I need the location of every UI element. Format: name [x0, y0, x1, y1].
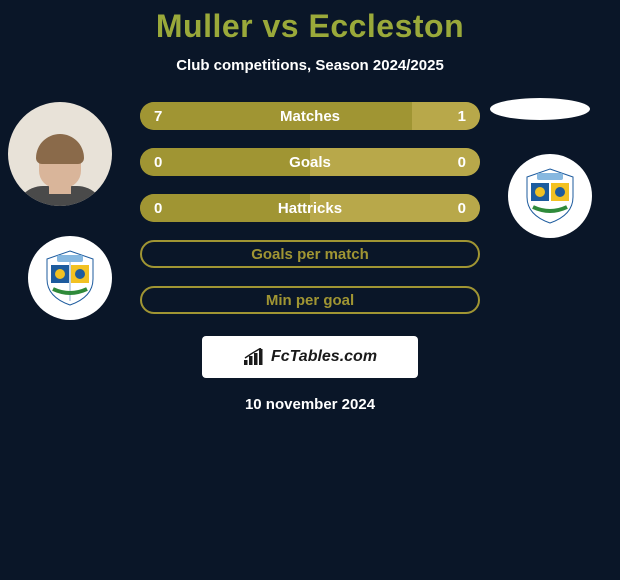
- stat-row-min-per-goal: Min per goal: [140, 286, 480, 314]
- stat-row-hattricks: 0 Hattricks 0: [140, 194, 480, 222]
- club-crest-right: [508, 154, 592, 238]
- stat-bars: 7 Matches 1 0 Goals 0 0 Hattricks 0 Goal…: [140, 102, 480, 314]
- page-title: Muller vs Eccleston: [0, 8, 620, 45]
- stats-area: 7 Matches 1 0 Goals 0 0 Hattricks 0 Goal…: [0, 102, 620, 413]
- date-label: 10 november 2024: [0, 396, 620, 413]
- stat-row-matches: 7 Matches 1: [140, 102, 480, 130]
- stat-row-goals: 0 Goals 0: [140, 148, 480, 176]
- subtitle: Club competitions, Season 2024/2025: [0, 57, 620, 74]
- stat-row-goals-per-match: Goals per match: [140, 240, 480, 268]
- stat-value-right: 0: [458, 154, 466, 171]
- stat-label: Goals: [140, 154, 480, 171]
- shield-icon: [43, 249, 97, 307]
- stat-label: Goals per match: [142, 246, 478, 263]
- player-left-avatar: [8, 102, 112, 206]
- club-crest-left: [28, 236, 112, 320]
- chart-icon: [243, 348, 265, 366]
- stat-label: Matches: [140, 108, 480, 125]
- stat-label: Min per goal: [142, 292, 478, 309]
- stat-value-right: 0: [458, 200, 466, 217]
- watermark[interactable]: FcTables.com: [202, 336, 418, 378]
- stat-label: Hattricks: [140, 200, 480, 217]
- stat-value-right: 1: [458, 108, 466, 125]
- player-right-avatar: [490, 98, 590, 120]
- shield-icon: [523, 167, 577, 225]
- comparison-card: Muller vs Eccleston Club competitions, S…: [0, 0, 620, 413]
- watermark-text: FcTables.com: [271, 348, 377, 366]
